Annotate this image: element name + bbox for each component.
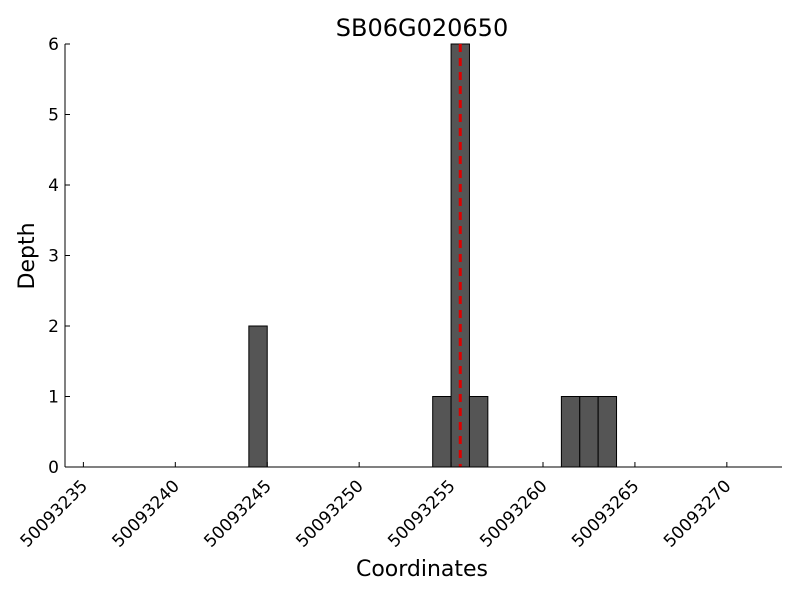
- bar: [560, 396, 581, 468]
- x-tick-label: 50093240: [109, 476, 184, 551]
- bar: [432, 396, 452, 468]
- chart-title: SB06G020650: [336, 14, 508, 42]
- x-tick-label: 50093270: [660, 476, 735, 551]
- y-tick-label: 1: [48, 388, 59, 408]
- x-tick-label: 50093255: [384, 476, 459, 551]
- x-tick-label: 50093245: [200, 476, 275, 551]
- bar: [468, 396, 489, 468]
- x-tick-label: 50093260: [476, 476, 551, 551]
- y-axis-label: Depth: [15, 222, 40, 289]
- bar: [248, 325, 268, 468]
- y-tick-label: 2: [48, 317, 59, 337]
- x-tick-label: 50093250: [292, 476, 367, 551]
- y-tick-label: 4: [48, 176, 59, 196]
- y-tick-label: 3: [48, 247, 59, 267]
- y-tick-label: 0: [48, 458, 59, 478]
- y-tick-label: 5: [48, 106, 59, 126]
- x-tick-label: 50093235: [17, 476, 92, 551]
- x-axis-label: Coordinates: [356, 557, 488, 582]
- x-tick-label: 50093265: [568, 476, 643, 551]
- y-tick-label: 6: [48, 35, 59, 55]
- bar: [579, 396, 599, 468]
- bar: [597, 396, 618, 468]
